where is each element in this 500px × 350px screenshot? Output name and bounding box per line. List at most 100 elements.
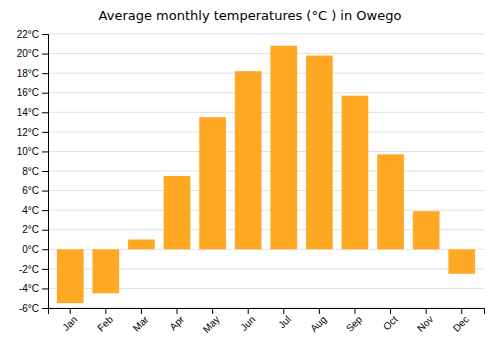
tick: 12°C [17, 127, 48, 138]
grid-line [48, 171, 484, 172]
y-axis: -6°C -4°C -2°C 0°C 2°C 4°C 6°C 8°C 10°C 12°C 14°C 1… [17, 29, 49, 314]
tick: 6°C [22, 185, 48, 196]
tick-label: 0°C [22, 244, 39, 255]
tick-label: 10°C [17, 146, 39, 157]
tick-mark [426, 308, 427, 314]
tick-mark [42, 171, 48, 172]
tick-label: Feb [95, 313, 115, 333]
tick-label: Sep [344, 313, 365, 334]
grid-line [48, 151, 484, 152]
tick-label: Jan [60, 314, 79, 333]
x-axis: Jan Feb Mar Apr May Jun Jul Aug Sep Oct Nov Dec [49, 308, 485, 335]
axis-line [49, 309, 485, 315]
grid-line [48, 53, 484, 54]
tick-mark [319, 308, 320, 314]
title: Average monthly temperatures (°C ) in Ow… [99, 8, 402, 23]
tick: Mar [131, 308, 151, 334]
grid-line [48, 190, 484, 191]
tick: Nov [415, 308, 435, 334]
tick-label: 18°C [17, 68, 39, 79]
tick: 10°C [17, 146, 48, 157]
tick-mark [42, 93, 48, 94]
tick-mark [42, 132, 48, 133]
tick: Feb [95, 308, 115, 334]
bar [270, 46, 297, 250]
tick: -6°C [19, 303, 48, 314]
tick-label: 12°C [17, 127, 39, 138]
tick-label: 14°C [17, 107, 39, 118]
tick-mark [42, 54, 48, 55]
tick-label: 4°C [22, 205, 39, 216]
tick-mark [42, 269, 48, 270]
tick-mark [42, 191, 48, 192]
tick: Aug [308, 308, 328, 334]
tick: Sep [344, 308, 365, 334]
tick: Jun [238, 308, 257, 333]
bar [164, 176, 191, 249]
tick: Dec [451, 308, 471, 334]
tick: 18°C [17, 68, 48, 79]
tick-label: Nov [415, 314, 435, 334]
tick-mark [42, 34, 48, 35]
tick-label: -2°C [19, 264, 39, 275]
bar [306, 56, 333, 250]
tick-label: 20°C [17, 48, 39, 59]
tick: 20°C [17, 48, 48, 59]
tick-label: 8°C [22, 166, 39, 177]
tick: 8°C [22, 166, 48, 177]
tick-label: Oct [381, 314, 400, 333]
tick: Jan [60, 308, 79, 333]
tick-mark [105, 308, 106, 314]
grid-line [48, 210, 484, 211]
tick: 2°C [22, 224, 48, 235]
bar [377, 154, 404, 249]
tick-mark [42, 288, 48, 289]
tick-label: -4°C [19, 283, 39, 294]
tick-label: 22°C [17, 29, 39, 40]
tick-label: -6°C [19, 303, 39, 314]
tick-mark [42, 249, 48, 250]
tick-label: Dec [451, 314, 471, 334]
chart: Average monthly temperatures (°C ) in Ow… [0, 0, 500, 350]
tick-mark [283, 308, 284, 314]
grid [48, 34, 484, 308]
tick-label: Apr [167, 313, 186, 332]
tick: -2°C [19, 264, 48, 275]
tick-mark [42, 151, 48, 152]
tick: Oct [381, 308, 400, 332]
grid-line [48, 34, 484, 35]
tick: 16°C [17, 87, 48, 98]
tick-mark [42, 73, 48, 74]
tick-mark [354, 308, 355, 314]
tick-mark [248, 308, 249, 314]
tick: 0°C [22, 244, 48, 255]
grid-line [48, 131, 484, 132]
bar [199, 117, 226, 249]
tick-label: May [201, 314, 222, 335]
tick-mark [390, 308, 391, 314]
bars [57, 46, 475, 303]
tick-label: 16°C [17, 87, 39, 98]
tick: -4°C [19, 283, 48, 294]
grid-line [48, 92, 484, 93]
tick: 14°C [17, 107, 48, 118]
grid-line [48, 73, 484, 74]
bar [128, 240, 155, 250]
bar [413, 211, 440, 249]
plot: -6°C -4°C -2°C 0°C 2°C 4°C 6°C 8°C 10°C 12°C 14°C 1… [17, 29, 485, 335]
tick: May [201, 308, 222, 335]
tick-mark [42, 112, 48, 113]
bar [342, 96, 369, 250]
tick-mark [212, 308, 213, 314]
axis-line [42, 35, 49, 309]
tick-mark [42, 210, 48, 211]
tick-label: Mar [131, 313, 151, 333]
tick-mark [42, 230, 48, 231]
bar [92, 249, 119, 293]
tick: Apr [167, 308, 186, 332]
tick: Jul [276, 308, 293, 330]
bar [448, 249, 475, 273]
tick-mark [42, 308, 48, 309]
grid-line [48, 112, 484, 113]
tick: 22°C [17, 29, 48, 40]
